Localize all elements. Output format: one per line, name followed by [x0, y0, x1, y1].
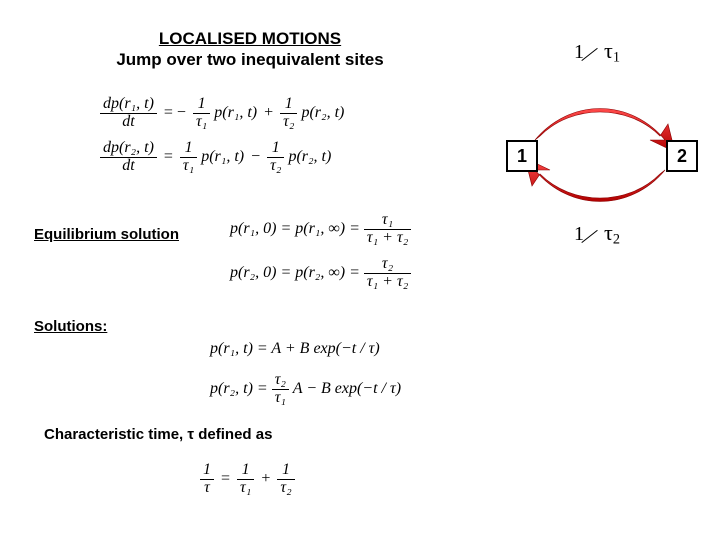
site-node-1: 1 — [506, 140, 538, 172]
title: LOCALISED MOTIONS — [0, 28, 500, 49]
label-equilibrium: Equilibrium solution — [34, 226, 179, 243]
site-node-2: 2 — [666, 140, 698, 172]
eq-equil-1: p(r₁, 0) = p(r₁, ∞) = τ₁ τ₁ + τ₂ — [230, 212, 411, 247]
label-char-time: Characteristic time, τ defined as — [44, 426, 272, 443]
eq-equil-2: p(r₂, 0) = p(r₂, ∞) = τ₂ τ₁ + τ₂ — [230, 256, 411, 291]
label-solutions: Solutions: — [34, 318, 107, 335]
eq-master-1: dp(r₁, t) dt = − 1 τ₁ p(r₁, t) + 1 τ₂ p(… — [100, 96, 344, 131]
subtitle: Jump over two inequivalent sites — [0, 49, 500, 70]
eq-master-2: dp(r₂, t) dt = 1 τ₁ p(r₁, t) − 1 τ₂ p(r₂… — [100, 140, 331, 175]
rate-tau1-label: 1τ1 — [574, 38, 620, 67]
slide: { "title": "LOCALISED MOTIONS", "subtitl… — [0, 0, 720, 540]
title-block: LOCALISED MOTIONS Jump over two inequiva… — [0, 28, 500, 71]
jump-diagram: 1 2 — [500, 100, 700, 210]
eq-sol-1: p(r₁, t) = A + B exp(−t / τ) — [210, 340, 380, 358]
eq-sol-2: p(r₂, t) = τ₂ τ₁ A − B exp(−t / τ) — [210, 372, 401, 407]
rate-tau2-label: 1τ2 — [574, 220, 620, 249]
eq-char-time: 1 τ = 1 τ₁ + 1 τ₂ — [200, 462, 295, 497]
